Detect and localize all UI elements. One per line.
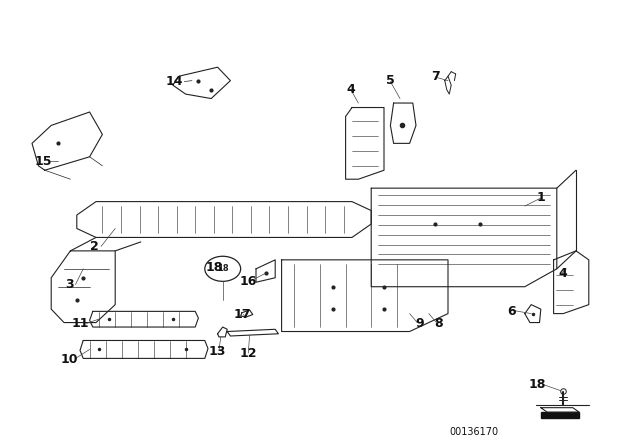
Text: 18: 18	[529, 378, 547, 391]
Text: 4: 4	[559, 267, 568, 280]
Text: 18: 18	[217, 264, 228, 273]
Text: 3: 3	[65, 278, 74, 291]
Text: 12: 12	[239, 347, 257, 361]
Text: 11: 11	[71, 317, 89, 330]
Text: 8: 8	[434, 317, 443, 330]
Text: 5: 5	[386, 74, 395, 87]
Text: 10: 10	[60, 353, 78, 366]
Text: 13: 13	[209, 345, 227, 358]
Text: 6: 6	[508, 305, 516, 318]
Text: 2: 2	[90, 240, 99, 253]
Text: 18: 18	[205, 261, 223, 275]
Text: 00136170: 00136170	[449, 427, 498, 437]
Text: 9: 9	[415, 317, 424, 330]
Text: 15: 15	[35, 155, 52, 168]
Text: 16: 16	[239, 275, 257, 288]
Text: 17: 17	[233, 308, 251, 321]
Text: 4: 4	[346, 83, 355, 96]
FancyBboxPatch shape	[541, 412, 579, 418]
Text: 1: 1	[536, 190, 545, 204]
Text: 7: 7	[431, 69, 440, 83]
Text: 14: 14	[165, 75, 183, 88]
